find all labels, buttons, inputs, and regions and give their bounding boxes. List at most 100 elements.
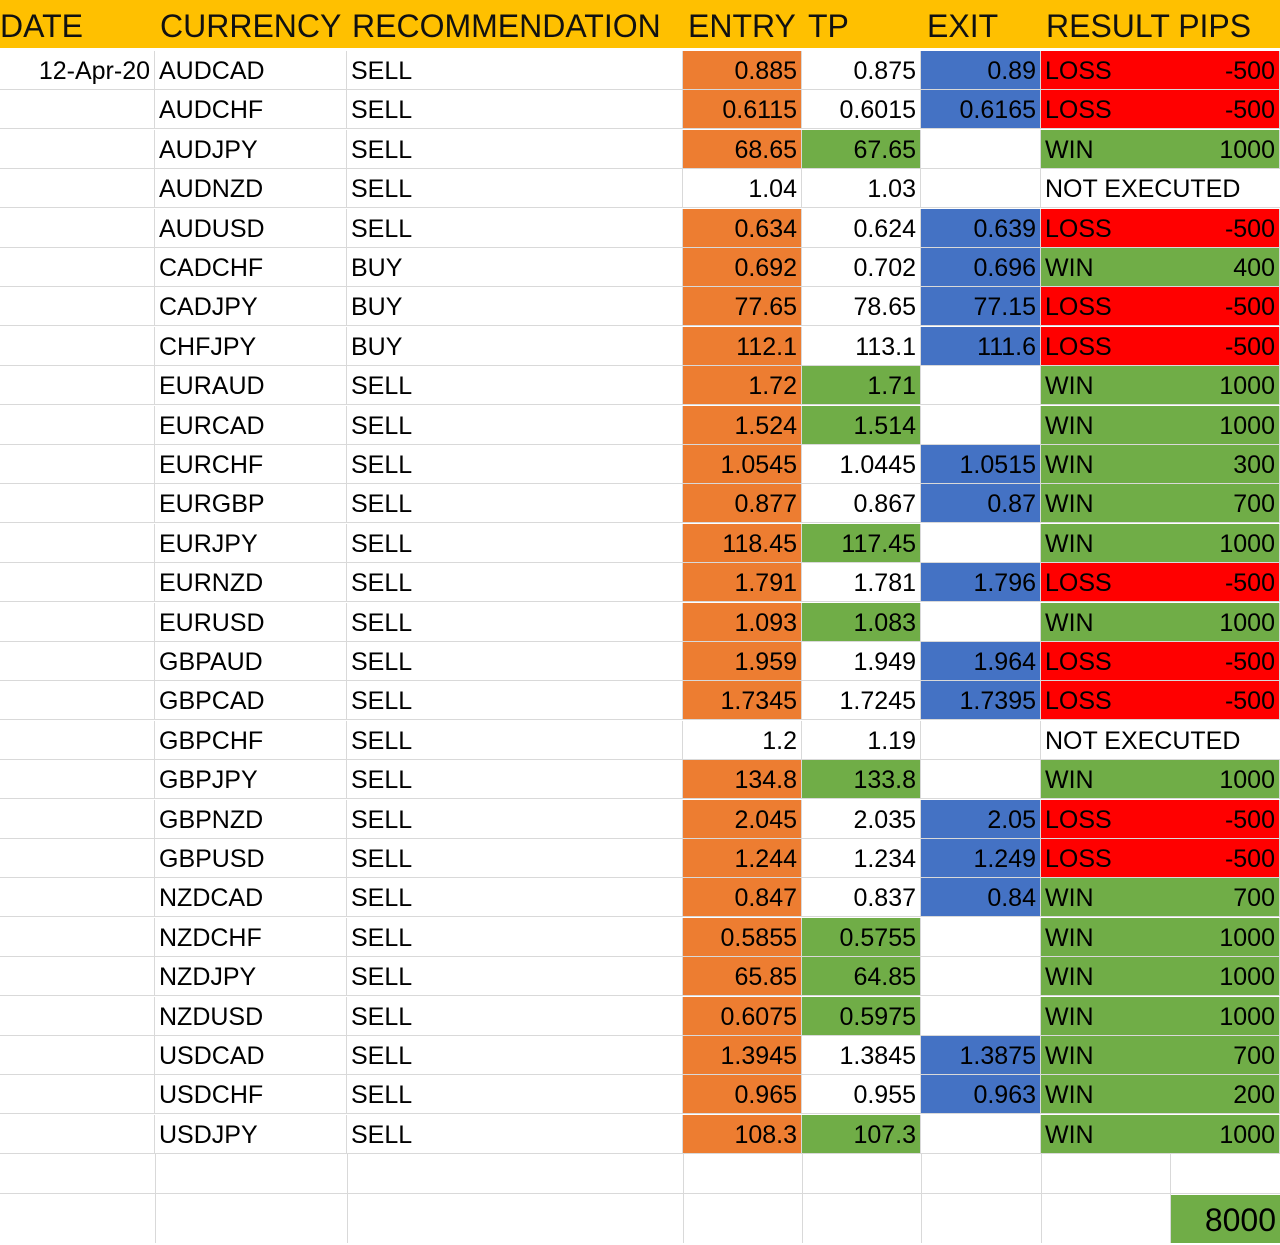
- cell-result[interactable]: WIN: [1041, 405, 1171, 445]
- cell-date[interactable]: [0, 169, 155, 209]
- cell-tp[interactable]: 1.0445: [802, 445, 921, 484]
- cell-rec[interactable]: SELL: [347, 878, 683, 918]
- cell-date[interactable]: [0, 129, 155, 169]
- cell-date[interactable]: [0, 720, 155, 760]
- cell-pips[interactable]: -500: [1171, 326, 1280, 366]
- cell-result[interactable]: WIN: [1041, 1075, 1171, 1115]
- cell-date[interactable]: 12-Apr-20: [0, 51, 155, 90]
- cell-entry[interactable]: 0.692: [683, 248, 802, 287]
- cell-rec[interactable]: SELL: [347, 484, 683, 524]
- cell-date[interactable]: [0, 326, 155, 366]
- cell-exit[interactable]: 1.7395: [921, 681, 1041, 721]
- cell-currency[interactable]: EURJPY: [155, 523, 347, 563]
- cell-result[interactable]: WIN: [1041, 996, 1171, 1036]
- cell-tp[interactable]: 2.035: [802, 799, 921, 839]
- total-pips[interactable]: 8000: [1170, 1195, 1280, 1243]
- cell-entry[interactable]: 0.965: [683, 1075, 802, 1115]
- cell-date[interactable]: [0, 957, 155, 997]
- cell-currency[interactable]: EURCHF: [155, 445, 347, 484]
- cell-entry[interactable]: 1.959: [683, 642, 802, 681]
- cell-exit[interactable]: 0.87: [921, 484, 1041, 524]
- cell-currency[interactable]: NZDCHF: [155, 917, 347, 957]
- cell-exit[interactable]: 0.6165: [921, 90, 1041, 130]
- cell-currency[interactable]: AUDCHF: [155, 90, 347, 130]
- cell-result[interactable]: NOT EXECUTED: [1041, 721, 1280, 760]
- cell-pips[interactable]: -500: [1171, 90, 1280, 130]
- cell-rec[interactable]: SELL: [347, 1075, 683, 1115]
- cell-rec[interactable]: SELL: [347, 917, 683, 957]
- cell-exit[interactable]: [921, 917, 1041, 957]
- cell-tp[interactable]: 1.71: [802, 366, 921, 406]
- cell-pips[interactable]: -500: [1171, 681, 1280, 721]
- cell-result[interactable]: WIN: [1041, 523, 1171, 563]
- cell-exit[interactable]: 1.3875: [921, 1036, 1041, 1075]
- cell-currency[interactable]: GBPCAD: [155, 681, 347, 721]
- cell-tp[interactable]: 117.45: [802, 523, 921, 563]
- cell-entry[interactable]: 1.3945: [683, 1036, 802, 1075]
- cell-pips[interactable]: 1000: [1171, 602, 1280, 642]
- cell-result[interactable]: WIN: [1041, 484, 1171, 524]
- cell-entry[interactable]: 118.45: [683, 523, 802, 563]
- cell-exit[interactable]: 1.796: [921, 563, 1041, 603]
- cell-result[interactable]: NOT EXECUTED: [1041, 169, 1280, 209]
- cell-currency[interactable]: AUDCAD: [155, 51, 347, 90]
- cell-rec[interactable]: SELL: [347, 523, 683, 563]
- cell-exit[interactable]: [921, 129, 1041, 169]
- cell-tp[interactable]: 0.702: [802, 248, 921, 287]
- cell-tp[interactable]: 67.65: [802, 129, 921, 169]
- cell-tp[interactable]: 1.3845: [802, 1036, 921, 1075]
- cell-date[interactable]: [0, 917, 155, 957]
- cell-tp[interactable]: 0.5755: [802, 917, 921, 957]
- cell-rec[interactable]: BUY: [347, 326, 683, 366]
- cell-rec[interactable]: BUY: [347, 248, 683, 287]
- cell-currency[interactable]: NZDUSD: [155, 996, 347, 1036]
- cell-rec[interactable]: SELL: [347, 642, 683, 681]
- cell-entry[interactable]: 1.791: [683, 563, 802, 603]
- cell-tp[interactable]: 0.867: [802, 484, 921, 524]
- cell-entry[interactable]: 77.65: [683, 287, 802, 327]
- cell-exit[interactable]: [921, 366, 1041, 406]
- cell-pips[interactable]: -500: [1171, 839, 1280, 878]
- cell-tp[interactable]: 1.781: [802, 563, 921, 603]
- cell-date[interactable]: [0, 405, 155, 445]
- cell-pips[interactable]: 1000: [1171, 366, 1280, 406]
- cell-date[interactable]: [0, 248, 155, 287]
- cell-rec[interactable]: SELL: [347, 1114, 683, 1154]
- cell-rec[interactable]: SELL: [347, 208, 683, 248]
- cell-rec[interactable]: SELL: [347, 445, 683, 484]
- cell-exit[interactable]: 0.84: [921, 878, 1041, 918]
- cell-tp[interactable]: 1.234: [802, 839, 921, 878]
- cell-result[interactable]: WIN: [1041, 366, 1171, 406]
- cell-rec[interactable]: SELL: [347, 129, 683, 169]
- cell-date[interactable]: [0, 484, 155, 524]
- cell-date[interactable]: [0, 799, 155, 839]
- cell-entry[interactable]: 2.045: [683, 799, 802, 839]
- cell-date[interactable]: [0, 878, 155, 918]
- cell-tp[interactable]: 0.624: [802, 208, 921, 248]
- cell-exit[interactable]: 1.964: [921, 642, 1041, 681]
- cell-rec[interactable]: SELL: [347, 90, 683, 130]
- cell-date[interactable]: [0, 602, 155, 642]
- cell-tp[interactable]: 0.955: [802, 1075, 921, 1115]
- cell-currency[interactable]: EURNZD: [155, 563, 347, 603]
- cell-currency[interactable]: EURCAD: [155, 405, 347, 445]
- cell-currency[interactable]: EURUSD: [155, 602, 347, 642]
- cell-exit[interactable]: 0.639: [921, 208, 1041, 248]
- cell-pips[interactable]: -500: [1171, 799, 1280, 839]
- cell-result[interactable]: LOSS: [1041, 563, 1171, 603]
- cell-exit[interactable]: [921, 602, 1041, 642]
- cell-tp[interactable]: 0.6015: [802, 90, 921, 130]
- cell-entry[interactable]: 1.093: [683, 602, 802, 642]
- cell-rec[interactable]: SELL: [347, 1036, 683, 1075]
- cell-entry[interactable]: 0.6115: [683, 90, 802, 130]
- cell-entry[interactable]: 1.524: [683, 405, 802, 445]
- cell-currency[interactable]: NZDCAD: [155, 878, 347, 918]
- cell-entry[interactable]: 0.6075: [683, 996, 802, 1036]
- cell-date[interactable]: [0, 681, 155, 721]
- cell-date[interactable]: [0, 208, 155, 248]
- cell-rec[interactable]: SELL: [347, 681, 683, 721]
- cell-currency[interactable]: AUDJPY: [155, 129, 347, 169]
- cell-currency[interactable]: GBPNZD: [155, 799, 347, 839]
- cell-date[interactable]: [0, 1075, 155, 1115]
- cell-tp[interactable]: 113.1: [802, 326, 921, 366]
